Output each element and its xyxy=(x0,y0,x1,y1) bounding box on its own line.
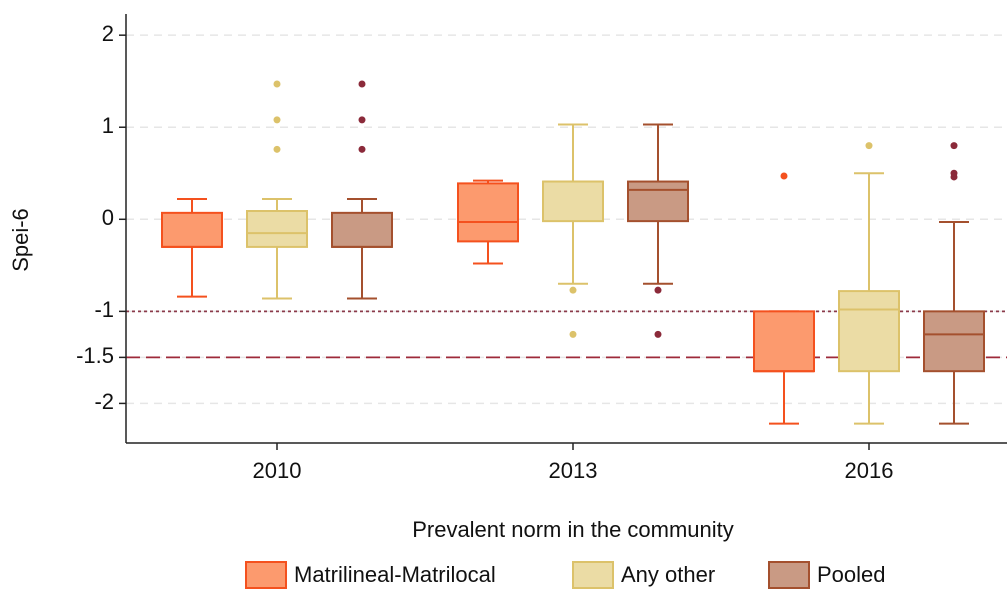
box xyxy=(627,180,689,223)
box xyxy=(246,210,308,248)
x-tick-label: 2013 xyxy=(549,458,598,483)
x-tick-label: 2010 xyxy=(253,458,302,483)
box xyxy=(753,310,815,373)
outlier xyxy=(273,80,281,88)
outlier xyxy=(273,116,281,124)
box xyxy=(457,182,519,243)
y-tick-label: -2 xyxy=(94,389,114,414)
legend-label: Pooled xyxy=(817,562,886,587)
legend-swatch xyxy=(768,561,810,589)
y-axis-label: Spei-6 xyxy=(8,208,33,272)
outlier xyxy=(654,286,662,294)
legend-swatch xyxy=(245,561,287,589)
outlier xyxy=(569,330,577,338)
outlier xyxy=(358,116,366,124)
box xyxy=(838,290,900,373)
y-tick-label: 2 xyxy=(102,21,114,46)
outlier xyxy=(654,330,662,338)
y-tick-label: -1.5 xyxy=(76,343,114,368)
legend-swatch xyxy=(572,561,614,589)
outlier xyxy=(273,145,281,153)
outlier xyxy=(950,169,958,177)
legend-title: Prevalent norm in the community xyxy=(412,517,734,542)
outlier xyxy=(358,80,366,88)
box xyxy=(161,211,223,248)
outlier xyxy=(569,286,577,294)
box xyxy=(542,180,604,223)
y-tick-label: 1 xyxy=(102,113,114,138)
legend-label: Matrilineal-Matrilocal xyxy=(294,562,496,587)
outlier xyxy=(950,142,958,150)
y-tick-label: -1 xyxy=(94,297,114,322)
legend-label: Any other xyxy=(621,562,715,587)
x-tick-label: 2016 xyxy=(845,458,894,483)
outlier xyxy=(780,172,788,180)
outlier xyxy=(865,142,873,150)
box xyxy=(331,211,393,248)
outlier xyxy=(358,145,366,153)
box xyxy=(923,310,985,373)
y-tick-label: 0 xyxy=(102,205,114,230)
